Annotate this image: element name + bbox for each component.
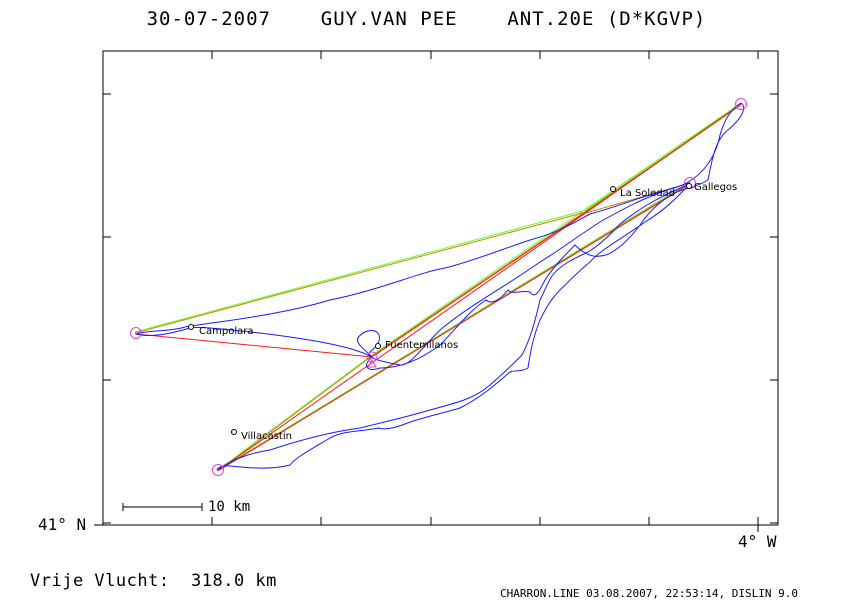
place-label-campolara: Campolara xyxy=(199,326,254,337)
turnpoint-icon xyxy=(735,98,747,110)
flight-track xyxy=(134,102,745,471)
place-label-fuentemilanos: Fuentemilanos xyxy=(385,340,459,351)
route-green xyxy=(134,102,742,471)
distance-label: Vrije Vlucht: 318.0 km xyxy=(30,571,277,591)
place-label-la-soledad: La Soledad xyxy=(620,188,676,199)
map-title: 30-07-2007 GUY.VAN PEE ANT.20E (D*KGVP) xyxy=(146,8,707,30)
credit-label: CHARRON.LINE 03.08.2007, 22:53:14, DISLI… xyxy=(500,587,799,600)
route-red xyxy=(135,103,742,471)
route-orange xyxy=(134,104,742,472)
place-marker-icon xyxy=(375,343,381,349)
latitude-label: 41° N xyxy=(38,515,87,534)
place-marker-icon xyxy=(686,183,692,189)
longitude-label: 4° W xyxy=(738,532,777,551)
map-frame xyxy=(102,50,779,526)
scale-label: 10 km xyxy=(208,499,251,515)
place-markers xyxy=(188,183,692,435)
turnpoint-icon xyxy=(212,464,224,476)
place-label-villacastin: Villacastin xyxy=(241,431,292,442)
start-triangle-icon xyxy=(367,358,377,368)
place-label-gallegos: Gallegos xyxy=(694,182,738,193)
turnpoints xyxy=(130,98,747,476)
turnpoint-icon xyxy=(130,327,142,339)
axis-ticks xyxy=(94,51,778,532)
scale-bar xyxy=(122,503,203,511)
place-marker-icon xyxy=(231,429,237,435)
place-marker-icon xyxy=(188,324,194,330)
turnpoint-icon xyxy=(366,351,378,363)
place-marker-icon xyxy=(610,186,616,192)
